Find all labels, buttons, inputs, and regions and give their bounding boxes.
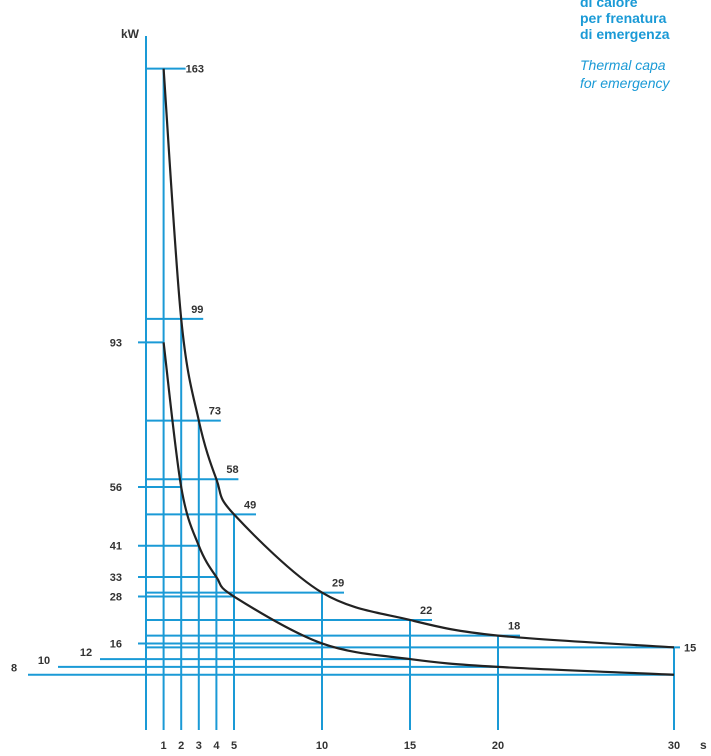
lower-curve	[162, 342, 675, 676]
upper-data-label: 18	[508, 621, 520, 633]
header-italian-line: di emergenza	[580, 26, 670, 42]
y-tick-label: 8	[11, 663, 17, 675]
chart-header: di calore per frenatura di emergenza The…	[580, 0, 711, 92]
y-tick-label: 10	[38, 655, 50, 667]
upper-data-label: 22	[420, 605, 432, 617]
upper-data-label: 163	[186, 64, 204, 76]
header-italian: di calore per frenatura di emergenza	[580, 0, 711, 42]
upper-data-label: 99	[191, 304, 203, 316]
upper-data-label: 73	[209, 406, 221, 418]
upper-data-label: 15	[684, 642, 696, 654]
y-tick-label: 41	[110, 541, 122, 553]
x-axis-label: s	[700, 738, 707, 752]
x-tick-label: 3	[196, 740, 202, 752]
y-axis-label: kW	[121, 27, 140, 41]
x-tick-label: 5	[231, 740, 237, 752]
x-tick-label: 4	[213, 740, 220, 752]
y-tick-label: 33	[110, 572, 122, 584]
header-english-line: for emergency	[580, 75, 670, 91]
y-tick-label: 12	[80, 647, 92, 659]
x-tick-label: 1	[161, 740, 167, 752]
curve-layer	[162, 68, 675, 676]
upper-curve	[162, 68, 675, 649]
header-english-line: Thermal capa	[580, 57, 666, 73]
upper-data-label: 58	[226, 464, 238, 476]
upper-data-label: 29	[332, 578, 344, 590]
x-tick-label: 2	[178, 740, 184, 752]
header-italian-line: di calore	[580, 0, 638, 10]
y-tick-label: 56	[110, 482, 122, 494]
x-tick-label: 15	[404, 740, 416, 752]
upper-data-label: 49	[244, 499, 256, 511]
y-tick-label: 28	[110, 592, 122, 604]
header-english: Thermal capa for emergency	[580, 56, 711, 92]
x-tick-label: 20	[492, 740, 504, 752]
x-tick-label: 30	[668, 740, 680, 752]
grid-layer	[28, 36, 680, 730]
header-italian-line: per frenatura	[580, 10, 667, 26]
x-tick-label: 10	[316, 740, 328, 752]
y-tick-label: 93	[110, 337, 122, 349]
y-tick-label: 16	[110, 638, 122, 650]
